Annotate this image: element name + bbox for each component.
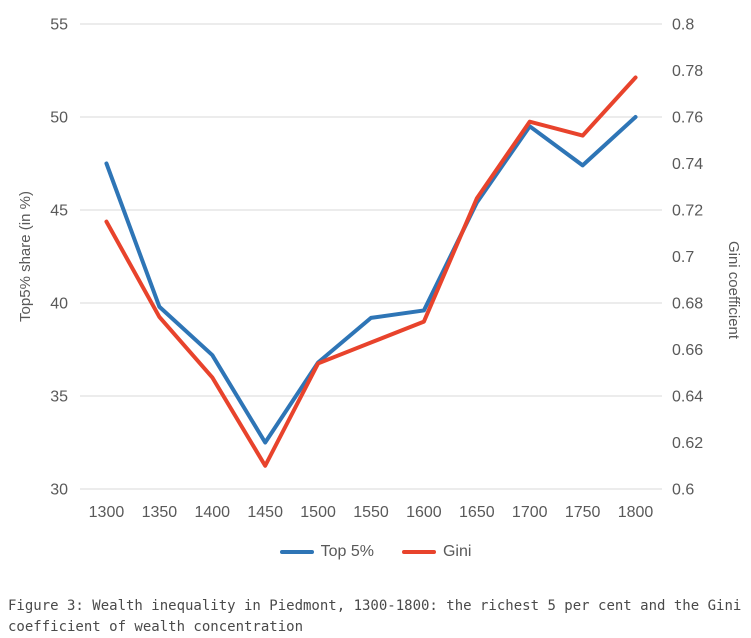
x-axis-tick-label: 1750 <box>565 504 601 521</box>
caption-line-2: coefficient of wealth concentration <box>8 619 304 635</box>
right-axis-title: Gini coefficient <box>725 241 742 340</box>
x-axis-tick-label: 1700 <box>512 504 548 521</box>
left-axis-tick-label: 45 <box>50 203 68 220</box>
x-axis-tick-label: 1550 <box>353 504 389 521</box>
wealth-inequality-line-chart: 55 50 45 40 35 30 0.8 0.78 0.76 0.74 0.72 0.7 0.68 0.… <box>17 17 742 521</box>
right-axis-tick-label: 0.76 <box>672 110 703 127</box>
left-axis-tick-label: 30 <box>50 482 68 499</box>
x-axis-tick-label: 1300 <box>89 504 125 521</box>
series-line-gini <box>104 75 638 468</box>
left-axis-tick-label: 40 <box>50 296 68 313</box>
x-axis-tick-label: 1500 <box>300 504 336 521</box>
right-axis-tick-label: 0.66 <box>672 342 703 359</box>
legend-item-gini: Gini <box>401 543 472 561</box>
x-axis-tick-label: 1350 <box>142 504 178 521</box>
x-axis-tick-label: 1450 <box>247 504 283 521</box>
legend-label-gini: Gini <box>442 543 472 560</box>
x-axis-tick-label: 1800 <box>618 504 654 521</box>
caption-line-1: Figure 3: Wealth inequality in Piedmont,… <box>8 598 742 614</box>
right-axis-tick-label: 0.7 <box>672 249 694 266</box>
right-axis-tick-label: 0.68 <box>672 296 703 313</box>
series-line-top-5- <box>104 115 638 445</box>
right-axis-tick-label: 0.6 <box>672 482 694 499</box>
left-axis-tick-label: 55 <box>50 17 68 34</box>
right-axis-tick-label: 0.78 <box>672 63 703 80</box>
left-axis-title: Top5% share (in %) <box>17 191 34 322</box>
chart-legend: Top 5% Gini <box>0 540 751 564</box>
x-axis-tick-label: 1400 <box>194 504 230 521</box>
legend-label-top5: Top 5% <box>320 543 374 560</box>
legend-item-top5: Top 5% <box>279 543 374 561</box>
left-axis-tick-label: 35 <box>50 389 68 406</box>
right-axis-tick-label: 0.64 <box>672 389 703 406</box>
right-axis-tick-label: 0.74 <box>672 156 703 173</box>
gini-line-swatch <box>401 550 436 554</box>
x-axis-tick-label: 1650 <box>459 504 495 521</box>
x-axis-tick-label: 1600 <box>406 504 442 521</box>
figure-caption: Figure 3: Wealth inequality in Piedmont,… <box>0 596 751 638</box>
top5-line-swatch <box>279 550 314 554</box>
right-axis-tick-label: 0.72 <box>672 203 703 220</box>
right-axis-tick-label: 0.62 <box>672 435 703 452</box>
left-axis-tick-label: 50 <box>50 110 68 127</box>
right-axis-tick-label: 0.8 <box>672 17 694 34</box>
